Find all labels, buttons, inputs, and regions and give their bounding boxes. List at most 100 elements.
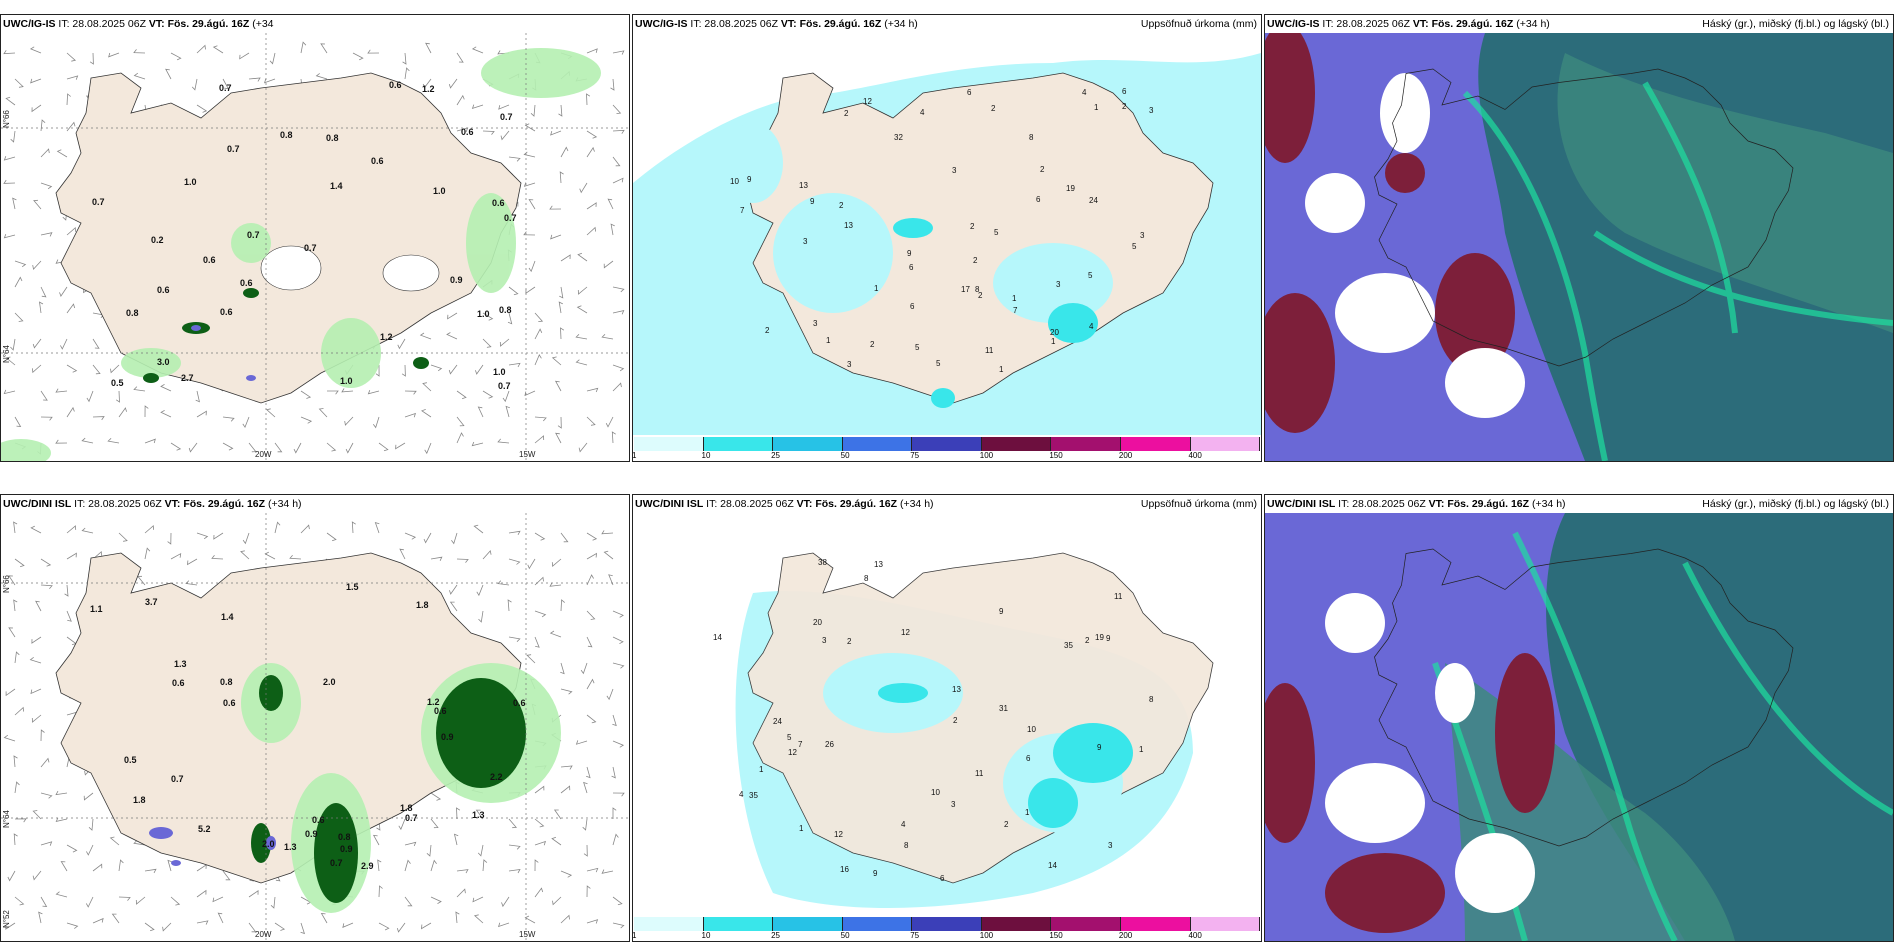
value-label: 16 [840,865,849,874]
wind-barb [55,817,68,822]
wind-barb [399,548,406,560]
wind-barb [402,52,407,65]
wind-barb [501,896,510,908]
wind-barb [498,104,510,110]
wind-barb [607,198,614,210]
wind-barb [473,914,484,924]
wind-barb [612,177,624,184]
colorbar-segment [773,917,843,931]
wind-barb [40,286,47,298]
wind-barb [404,390,417,395]
wind-barb [456,888,466,898]
value-label: 6 [1122,87,1127,96]
value-label: 0.7 [500,112,513,122]
map-area[interactable] [1265,513,1893,941]
value-label: 32 [894,133,903,142]
wind-barb [430,792,442,801]
wind-barb [475,364,484,375]
field-title: Háský (gr.), miðský (fj.bl.) og lágský (… [1702,498,1889,510]
wind-barb [367,389,380,395]
wind-barb [422,78,432,89]
wind-barb [586,532,598,541]
wind-barb [40,232,53,237]
wind-barb [586,146,595,158]
wind-barb [31,636,42,644]
value-label: 1 [874,284,879,293]
wind-barb [222,442,234,451]
wind-barb [14,818,27,823]
wind-barb [40,896,48,907]
wind-barb [170,52,182,61]
value-label: 6 [967,88,972,97]
value-label: 26 [825,740,834,749]
wind-barb [66,610,72,622]
wind-barb [144,868,157,874]
wind-barb [240,550,250,560]
colorbar-tick: 100 [979,931,994,940]
colorbar-segment [1051,437,1121,451]
wind-barb [612,896,623,906]
wind-barb [374,521,380,534]
wind-barb [448,364,458,375]
value-label: 2 [847,637,852,646]
wind-barb [372,834,380,846]
value-label: 12 [788,748,797,757]
wind-barb [497,438,510,444]
wind-barb [135,896,146,905]
wind-barb [222,416,235,422]
wind-barb [300,416,313,424]
map-svg: 1235122016133831143835913521326119896108… [633,513,1261,941]
wind-barb [92,338,100,349]
wind-barb [534,818,545,828]
lead-time: (+34 [252,18,274,30]
wind-barb [586,867,599,873]
value-label: 2 [970,222,975,231]
wind-barb [5,96,16,106]
wind-barb [404,412,417,418]
map-area[interactable] [1265,33,1893,461]
wind-barb [473,524,484,534]
value-label: 3.7 [145,597,158,607]
map-area[interactable]: N°66 N°64 20W 15W 0.7 0.6 0.6 0.7 0.7 0.8 0.6 0… [1,33,629,461]
wind-barb [85,896,94,908]
wind-barb [32,338,42,349]
wind-barb [508,844,521,850]
value-label: 0.8 [280,130,293,140]
colorbar-segment [981,917,1052,931]
wind-barb [56,149,68,158]
wind-barb [586,678,595,690]
value-label: 9 [810,197,815,206]
wind-barb [534,840,547,846]
wind-barb [110,364,120,374]
value-label: 2 [844,109,849,118]
wind-barb [242,532,250,545]
wind-barb [14,416,22,427]
colorbar-segment [634,437,704,451]
wind-barb [456,52,464,63]
source-label: UWC/IG-IS [3,18,56,30]
value-label: 5 [994,228,999,237]
value-label: 7 [740,206,745,215]
map-area[interactable]: N°66 N°64 N°52 20W 15W 2.0 0.6 2.0 1.1 0.6 1.… [1,513,629,941]
value-label: 5 [787,733,792,742]
wind-barb [534,610,547,618]
value-label: 9 [747,175,752,184]
wind-barb [10,130,16,143]
wind-barb [449,601,458,612]
wind-barb [342,922,354,928]
value-label: 2 [953,716,958,725]
valid-time: VT: Fös. 29.ágú. 16Z [1412,18,1514,30]
map-area[interactable]: 1 2 3 13 19 11 5 13 6 1 2 10 9 8 6 4 7 1 3 24 20 2 3 1 5 2 3 9 5 32 7 6… [633,33,1261,461]
wind-barb [40,148,50,158]
colorbar-tick: 75 [910,931,920,940]
map-area[interactable]: 1 2 35 12 20 16 13 3 8 31 14 38 35 9 13 5 2 1 3 26 11 9 8 9 6 10 8… [633,513,1261,941]
value-label: 1.0 [477,309,490,319]
colorbar-tick: 1 [632,931,637,940]
value-label: 2 [978,291,983,300]
panel-header: UWC/DINI ISL IT: 28.08.2025 06Z VT: Fös.… [1,495,629,513]
wind-barb [40,757,50,768]
lat-label: N°64 [2,345,11,363]
wind-barb [3,50,16,55]
value-label: 4 [901,820,906,829]
wind-barb [555,432,562,444]
